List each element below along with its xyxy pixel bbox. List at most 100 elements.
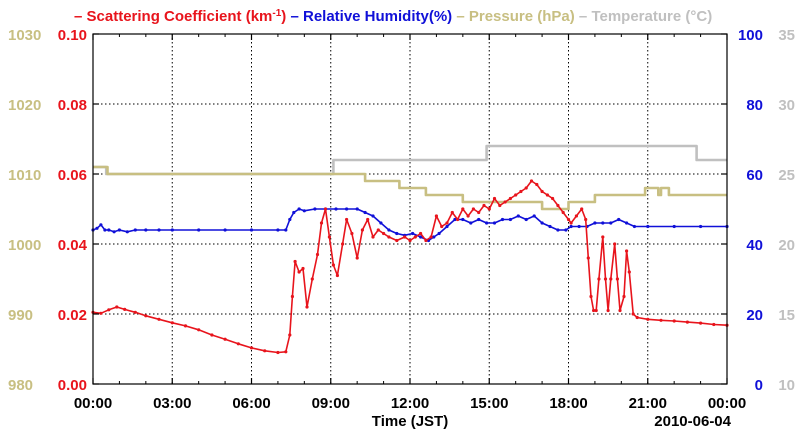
relative-humidity-point	[500, 217, 505, 222]
scattering-coefficient-point	[115, 305, 119, 309]
scattering-coefficient-point	[403, 235, 407, 239]
scattering-coefficient-point	[646, 317, 650, 321]
scattering-coefficient-point	[376, 228, 380, 232]
relative-humidity-point	[117, 228, 121, 232]
scattering-tick-label: 0.02	[58, 307, 87, 324]
scattering-coefficient-point	[210, 333, 214, 337]
relative-humidity-point	[363, 210, 367, 215]
relative-humidity-point	[103, 228, 107, 232]
scattering-tick-label: 0.00	[58, 377, 87, 394]
scattering-coefficient-point	[366, 217, 370, 222]
relative-humidity-point	[223, 228, 227, 232]
relative-humidity-point	[411, 231, 415, 236]
temperature-tick-label: 15	[778, 307, 795, 324]
scattering-coefficient-point	[419, 231, 423, 236]
relative-humidity-point	[609, 221, 613, 225]
temperature-tick-label: 20	[778, 237, 795, 254]
relative-humidity-point	[284, 228, 288, 232]
relative-humidity-point	[577, 224, 581, 229]
relative-humidity-point	[569, 224, 573, 229]
scattering-coefficient-point	[223, 337, 227, 341]
scattering-coefficient-point	[471, 207, 475, 211]
scattering-coefficient-point	[574, 214, 579, 218]
relative-humidity-point	[288, 217, 292, 222]
scattering-coefficient-point	[445, 221, 449, 225]
x-tick-label: 03:00	[153, 395, 191, 412]
scattering-coefficient-point	[584, 217, 588, 222]
legend: – Scattering Coefficient (km-1) – Relati…	[74, 8, 712, 26]
scattering-coefficient-point	[466, 214, 470, 218]
scattering-coefficient-point	[524, 186, 528, 190]
scattering-coefficient-point	[594, 308, 598, 313]
scattering-coefficient-point	[461, 207, 465, 211]
scattering-coefficient-point	[395, 238, 399, 243]
scattering-coefficient-point	[603, 277, 608, 281]
scattering-coefficient-point	[331, 263, 335, 267]
relative-humidity-point	[107, 228, 111, 232]
relative-humidity-point	[646, 224, 650, 229]
scattering-coefficient-point	[144, 314, 148, 318]
relative-humidity-point	[477, 217, 481, 222]
scattering-coefficient-point	[535, 182, 539, 187]
scattering-coefficient-point	[699, 321, 703, 325]
relative-humidity-point	[516, 214, 520, 218]
relative-humidity-point	[379, 221, 383, 225]
relative-humidity-line	[92, 208, 727, 242]
scattering-coefficient-point	[288, 333, 292, 337]
relative-humidity-point	[387, 228, 391, 232]
relative-humidity-point	[249, 228, 254, 232]
relative-humidity-point	[524, 217, 528, 222]
scattering-coefficient-point	[529, 179, 534, 183]
relative-humidity-point	[125, 230, 129, 234]
pressure-tick-label: 980	[8, 377, 33, 394]
scattering-coefficient-point	[123, 307, 127, 311]
scattering-coefficient-point	[429, 235, 433, 239]
temperature-tick-label: 25	[778, 167, 795, 184]
relative-humidity-point	[355, 207, 359, 211]
scattering-coefficient-point	[293, 259, 297, 264]
scattering-tick-label: 0.08	[58, 97, 87, 114]
grid	[93, 34, 727, 384]
x-axis-label: Time (JST)	[372, 413, 448, 430]
scattering-coefficient-point	[434, 214, 438, 218]
scattering-coefficient-point	[297, 270, 301, 274]
relative-humidity-point	[133, 228, 137, 232]
relative-humidity-point	[276, 228, 280, 232]
scattering-coefficient-point	[323, 207, 328, 211]
scattering-coefficient-point	[586, 256, 590, 260]
humidity-tick-label: 0	[755, 377, 763, 394]
scattering-coefficient-point	[305, 305, 309, 309]
scattering-coefficient-point	[350, 231, 354, 236]
legend-suffix: )	[281, 8, 286, 25]
pressure-tick-label: 1010	[8, 167, 41, 184]
legend-dash: –	[286, 8, 303, 25]
relative-humidity-point	[617, 217, 621, 222]
scattering-coefficient-point	[284, 350, 288, 354]
relative-humidity-point	[548, 224, 552, 229]
scattering-coefficient-point	[712, 322, 716, 327]
scattering-coefficient-point	[503, 200, 507, 204]
scattering-coefficient-point	[635, 315, 639, 320]
scattering-coefficient-point	[625, 249, 629, 253]
scattering-coefficient-point	[301, 266, 305, 271]
relative-humidity-point	[313, 207, 317, 211]
scattering-coefficient-point	[310, 277, 314, 281]
scattering-coefficient-point	[327, 235, 331, 239]
scattering-coefficient-point	[133, 310, 137, 314]
pressure-tick-label: 990	[8, 307, 33, 324]
scattering-coefficient-point	[249, 346, 254, 350]
scattering-coefficient-point	[107, 308, 111, 312]
relative-humidity-point	[170, 228, 174, 232]
relative-humidity-point	[461, 217, 465, 222]
relative-humidity-point	[345, 207, 349, 211]
relative-humidity-point	[112, 230, 116, 234]
relative-humidity-point	[95, 226, 99, 230]
legend-dash: –	[74, 8, 87, 25]
x-tick-label: 18:00	[549, 395, 587, 412]
scattering-coefficient-point	[545, 193, 550, 197]
pressure-tick-label: 1000	[8, 237, 41, 254]
relative-humidity-point	[632, 224, 637, 229]
relative-humidity-point	[419, 235, 423, 239]
relative-humidity-point	[564, 228, 568, 232]
legend-entry: Pressure (hPa)	[469, 8, 575, 25]
